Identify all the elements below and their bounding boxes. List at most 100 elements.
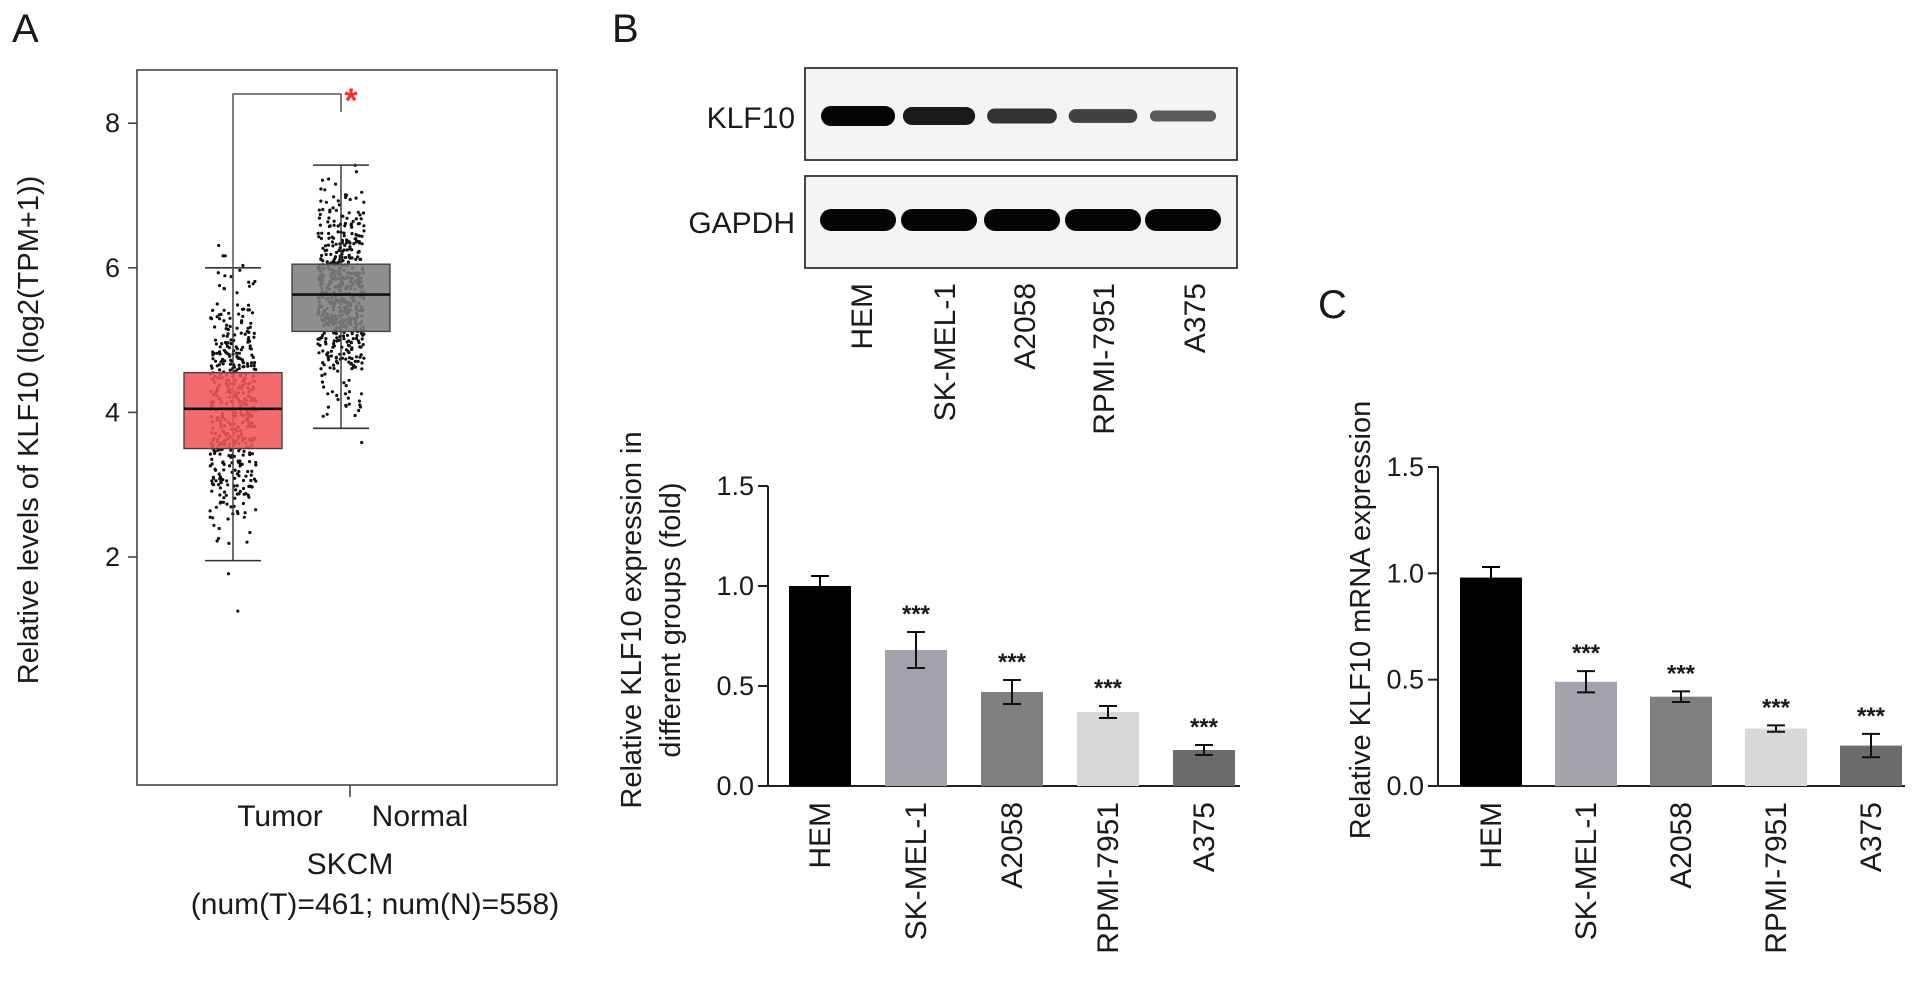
data-point — [357, 234, 361, 238]
data-point — [237, 356, 241, 360]
data-point — [218, 345, 222, 349]
data-point — [248, 453, 252, 457]
data-point — [252, 363, 256, 368]
panel-b-y-axis-label-line1: Relative KLF10 expression in — [616, 431, 648, 808]
data-point — [241, 501, 245, 506]
data-point — [252, 335, 256, 339]
data-point — [250, 485, 254, 489]
data-point — [350, 346, 354, 350]
data-point — [349, 341, 353, 345]
data-point — [320, 380, 325, 384]
box-normal — [291, 263, 391, 333]
data-point — [248, 344, 252, 348]
data-point — [355, 239, 359, 244]
data-point — [248, 346, 252, 350]
band-gapdh — [901, 209, 977, 231]
data-point — [336, 230, 340, 234]
data-point — [221, 334, 225, 338]
data-point — [219, 481, 223, 485]
data-point — [254, 460, 258, 465]
data-point — [358, 257, 362, 261]
data-point — [362, 229, 366, 233]
data-point — [328, 224, 332, 228]
data-point — [354, 217, 358, 221]
data-point — [213, 338, 218, 342]
data-point — [209, 316, 213, 320]
data-point — [321, 414, 325, 418]
data-point — [346, 349, 350, 354]
data-point — [354, 257, 358, 261]
data-point — [350, 248, 354, 252]
data-point — [331, 206, 335, 210]
data-point — [353, 365, 358, 369]
data-point — [254, 463, 258, 467]
data-point — [317, 208, 321, 212]
data-point — [348, 245, 352, 249]
data-point — [213, 450, 217, 454]
data-point — [223, 340, 228, 345]
data-point — [247, 280, 251, 284]
data-point — [343, 255, 348, 260]
data-point — [228, 362, 233, 366]
data-point — [237, 470, 241, 474]
data-point — [329, 252, 333, 256]
y-tick-label: 0.0 — [1386, 771, 1424, 801]
data-point — [345, 239, 349, 243]
data-point — [337, 338, 341, 342]
data-point — [243, 332, 247, 336]
data-point — [241, 345, 245, 349]
data-point — [317, 216, 321, 220]
data-point — [221, 500, 225, 504]
lane-label-a375: A375 — [1179, 283, 1212, 353]
data-point — [347, 390, 352, 394]
data-point — [327, 236, 331, 240]
data-point — [347, 339, 351, 343]
data-point — [319, 236, 323, 241]
significance-label: *** — [1857, 703, 1886, 730]
data-point — [237, 366, 241, 371]
data-point — [343, 392, 348, 396]
data-point — [214, 359, 218, 363]
data-point — [358, 355, 362, 359]
data-point — [237, 312, 241, 316]
data-point — [320, 231, 324, 235]
data-point — [234, 345, 238, 349]
data-point — [344, 193, 349, 197]
data-point — [235, 492, 239, 496]
data-point — [354, 233, 358, 237]
data-point — [354, 170, 358, 174]
data-point — [342, 381, 346, 385]
band-gapdh — [1065, 209, 1141, 231]
data-point — [225, 334, 229, 338]
band-klf10 — [1068, 109, 1138, 123]
data-point — [243, 511, 247, 515]
data-point — [241, 478, 246, 483]
data-point — [238, 464, 242, 468]
panel-a-y-ticks: 2 4 6 8 — [105, 108, 137, 572]
data-point — [235, 351, 239, 355]
data-point — [331, 244, 335, 248]
data-point — [250, 452, 254, 456]
data-point — [336, 224, 340, 228]
data-point — [217, 363, 221, 367]
y-tick-label: 0.5 — [1386, 665, 1424, 695]
data-point — [223, 274, 227, 278]
data-point — [226, 332, 230, 336]
data-point — [233, 468, 237, 472]
data-point — [228, 354, 232, 358]
data-point — [347, 360, 351, 364]
data-point — [330, 235, 334, 239]
data-point — [332, 195, 336, 199]
data-point — [351, 337, 355, 341]
data-point — [228, 324, 232, 329]
significance-label: *** — [1094, 675, 1123, 702]
panel-b-category-labels: HEM SK-MEL-1 A2058 RPMI-7951 A375 — [804, 802, 1221, 954]
data-point — [229, 275, 233, 279]
data-point — [352, 242, 356, 246]
data-point — [326, 351, 330, 355]
data-point — [228, 316, 232, 320]
data-point — [214, 479, 218, 483]
band-klf10 — [902, 107, 976, 125]
data-point — [233, 476, 237, 480]
data-point — [253, 279, 257, 284]
